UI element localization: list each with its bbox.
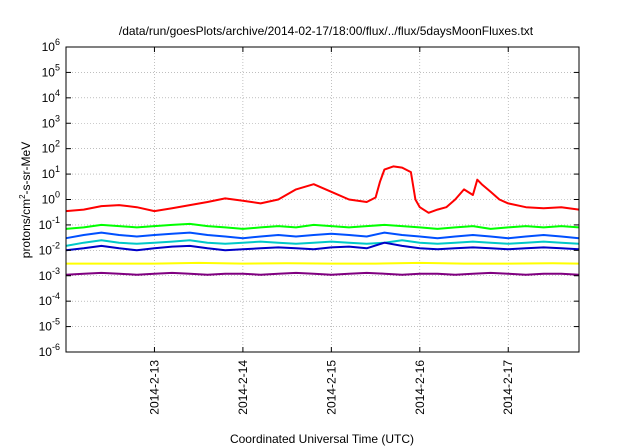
y-tick-label-exponent: -5 [52,317,60,327]
y-tick-label-exponent: 1 [55,164,60,174]
y-axis-label: protons/cm2-s-sr-MeV [18,142,33,258]
series-line-5 [65,241,580,252]
y-tick-label-exponent: -4 [52,291,60,301]
y-tick-label-base: 10 [42,167,56,181]
y-tick-label-exponent: -1 [52,215,60,225]
x-tick-label: 2014-2-17 [501,360,515,415]
axis-ticks [66,46,579,353]
x-axis-label: Coordinated Universal Time (UTC) [230,432,414,446]
y-axis-label-sup: 2 [18,194,27,199]
y-tick-label: 10-3 [39,266,60,283]
series-line-6 [66,261,580,265]
x-tick-label: 2014-2-13 [147,360,161,415]
y-tick-label-base: 10 [42,193,56,207]
y-tick-label: 10-5 [39,317,60,334]
y-tick-label: 104 [42,88,60,105]
y-tick-label-exponent: -6 [52,342,60,352]
y-tick-label-exponent: 2 [55,139,60,149]
x-tick-labels: 2014-2-13 2014-2-14 2014-2-15 2014-2-16 2014… [147,360,515,415]
y-tick-label-exponent: 0 [55,190,60,200]
y-tick-label: 100 [42,190,60,207]
y-tick-label: 106 [42,37,60,54]
y-tick-label-exponent: 4 [55,88,60,98]
y-tick-label-base: 10 [42,91,56,105]
y-tick-label: 10-4 [39,291,60,308]
y-tick-labels: 10-610-510-410-310-210-11001011021031041… [39,37,60,359]
x-tick-label: 2014-2-16 [413,360,427,415]
y-tick-label-exponent: 6 [55,37,60,47]
y-tick-label: 10-1 [39,215,60,232]
series-line-1 [65,165,580,214]
y-tick-label: 10-2 [39,240,60,257]
series-line-2 [65,222,580,230]
y-tick-label-exponent: -2 [52,240,60,250]
y-tick-label: 10-6 [39,342,60,359]
series-line-4 [65,231,580,240]
y-tick-label-base: 10 [39,345,53,359]
y-tick-label-exponent: -3 [52,266,60,276]
y-tick-label-exponent: 3 [55,113,60,123]
y-tick-label-exponent: 5 [55,62,60,72]
y-axis-label-base: protons/cm [19,199,33,258]
series-layer [65,165,580,276]
series-line-3 [65,239,580,247]
y-tick-label: 102 [42,139,60,156]
y-tick-label: 101 [42,164,60,181]
y-tick-label: 105 [42,62,60,79]
y-tick-label-base: 10 [42,116,56,130]
y-tick-label-base: 10 [42,142,56,156]
y-tick-label-base: 10 [39,320,53,334]
x-tick-label: 2014-2-15 [324,360,338,415]
y-tick-label-base: 10 [39,269,53,283]
y-tick-label-base: 10 [42,65,56,79]
chart-title: /data/run/goesPlots/archive/2014-02-17/1… [119,24,534,38]
y-tick-label-base: 10 [39,294,53,308]
y-tick-label-base: 10 [42,40,56,54]
y-tick-label: 103 [42,113,60,130]
series-line-7 [65,271,580,276]
y-tick-label-base: 10 [39,243,53,257]
y-tick-label-base: 10 [39,218,53,232]
y-axis-label-rest: -s-sr-MeV [19,142,33,195]
x-tick-label: 2014-2-14 [236,360,250,415]
